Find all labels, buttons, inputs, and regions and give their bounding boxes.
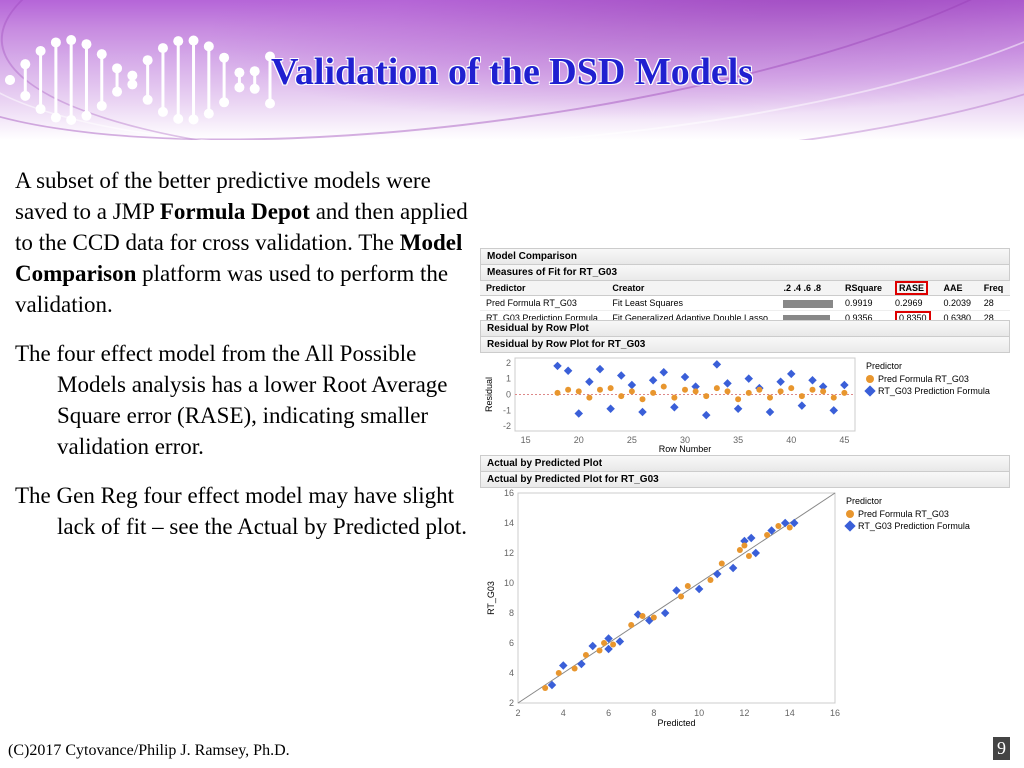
svg-text:20: 20 bbox=[574, 435, 584, 445]
svg-text:8: 8 bbox=[651, 708, 656, 718]
paragraph-3: The Gen Reg four effect model may have s… bbox=[15, 480, 475, 542]
svg-text:10: 10 bbox=[504, 578, 514, 588]
svg-text:1: 1 bbox=[506, 374, 511, 384]
svg-text:8: 8 bbox=[509, 608, 514, 618]
body-content: A subset of the better predictive models… bbox=[15, 165, 475, 561]
model-comp-subtitle: Measures of Fit for RT_G03 bbox=[480, 265, 1010, 281]
residual-chart: -2-101215202530354045ResidualRow Number bbox=[480, 353, 860, 453]
svg-text:45: 45 bbox=[839, 435, 849, 445]
svg-text:Predicted: Predicted bbox=[657, 718, 695, 728]
svg-text:15: 15 bbox=[521, 435, 531, 445]
svg-text:4: 4 bbox=[509, 668, 514, 678]
resid-title: Residual by Row Plot bbox=[480, 320, 1010, 337]
svg-text:6: 6 bbox=[509, 638, 514, 648]
slide-title: Validation of the DSD Models bbox=[0, 50, 1024, 94]
paragraph-2: The four effect model from the All Possi… bbox=[15, 338, 475, 462]
svg-text:2: 2 bbox=[506, 358, 511, 368]
svg-text:RT_G03: RT_G03 bbox=[486, 581, 496, 615]
svg-text:Row Number: Row Number bbox=[659, 444, 712, 453]
svg-text:-2: -2 bbox=[503, 421, 511, 431]
actual-legend: Predictor Pred Formula RT_G03 RT_G03 Pre… bbox=[846, 496, 970, 728]
model-comparison-panel: Model Comparison Measures of Fit for RT_… bbox=[480, 248, 1010, 326]
page-number: 9 bbox=[993, 737, 1010, 760]
actual-predicted-panel: Actual by Predicted Plot Actual by Predi… bbox=[480, 455, 1010, 728]
svg-text:0: 0 bbox=[506, 390, 511, 400]
actual-predicted-chart: 22 4 4 6 6 8 8 10 10 12 12 14 14 16 16 RT_G03 Predicted bbox=[480, 488, 840, 728]
svg-text:12: 12 bbox=[504, 548, 514, 558]
svg-text:12: 12 bbox=[739, 708, 749, 718]
svg-text:Residual: Residual bbox=[484, 377, 494, 412]
svg-text:25: 25 bbox=[627, 435, 637, 445]
svg-text:2: 2 bbox=[515, 708, 520, 718]
paragraph-1: A subset of the better predictive models… bbox=[15, 165, 475, 320]
svg-text:40: 40 bbox=[786, 435, 796, 445]
model-comp-title: Model Comparison bbox=[480, 248, 1010, 265]
svg-text:6: 6 bbox=[606, 708, 611, 718]
actual-subtitle: Actual by Predicted Plot for RT_G03 bbox=[480, 472, 1010, 488]
svg-text:14: 14 bbox=[785, 708, 795, 718]
table-row: Pred Formula RT_G03Fit Least Squares0.99… bbox=[480, 296, 1010, 311]
svg-text:10: 10 bbox=[694, 708, 704, 718]
footer-copyright: (C)2017 Cytovance/Philip J. Ramsey, Ph.D… bbox=[8, 742, 290, 760]
actual-title: Actual by Predicted Plot bbox=[480, 455, 1010, 472]
residual-panel: Residual by Row Plot Residual by Row Plo… bbox=[480, 320, 1010, 453]
svg-text:16: 16 bbox=[830, 708, 840, 718]
svg-text:2: 2 bbox=[509, 698, 514, 708]
svg-text:14: 14 bbox=[504, 518, 514, 528]
resid-legend: Predictor Pred Formula RT_G03 RT_G03 Pre… bbox=[866, 361, 990, 453]
svg-text:-1: -1 bbox=[503, 405, 511, 415]
svg-text:4: 4 bbox=[561, 708, 566, 718]
resid-subtitle: Residual by Row Plot for RT_G03 bbox=[480, 337, 1010, 353]
svg-text:16: 16 bbox=[504, 488, 514, 498]
svg-text:35: 35 bbox=[733, 435, 743, 445]
